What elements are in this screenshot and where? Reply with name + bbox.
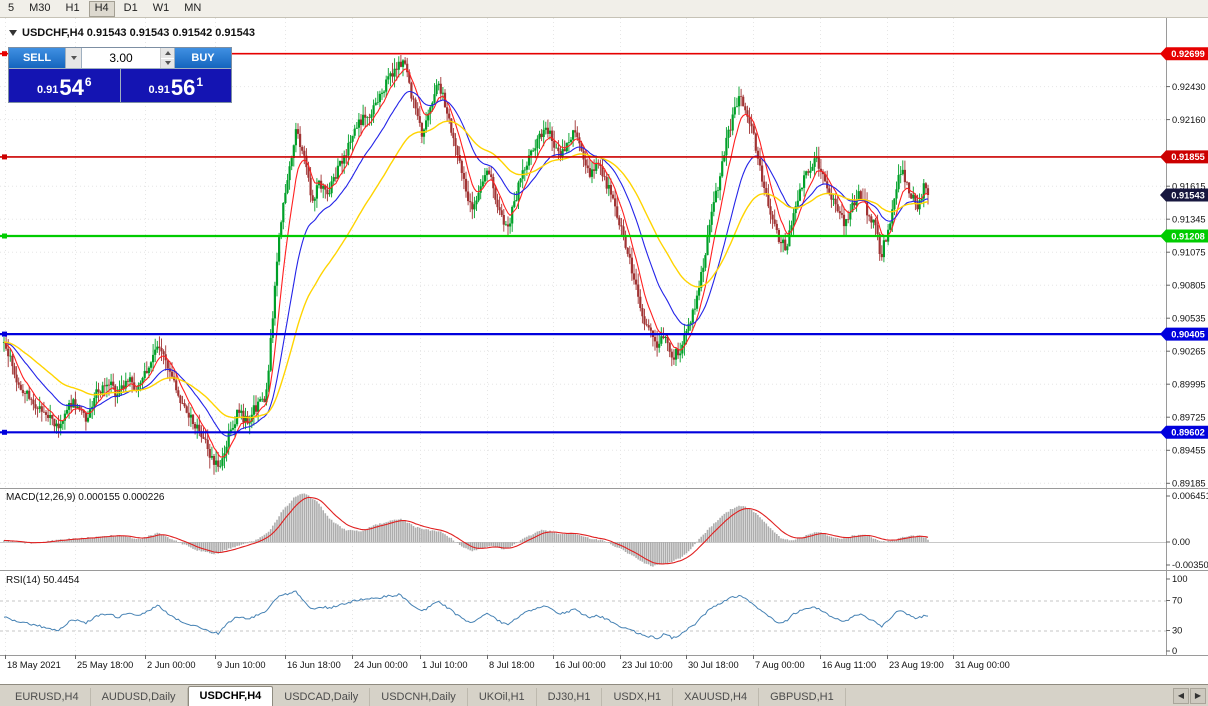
bid-price[interactable]: 0.91 54 6 [9,69,120,102]
svg-text:25 May 18:00: 25 May 18:00 [77,660,133,670]
chart-tab-usdcnh-daily[interactable]: USDCNH,Daily [370,688,468,706]
ask-price[interactable]: 0.91 56 1 [120,69,231,102]
svg-text:16 Jun 18:00: 16 Jun 18:00 [287,660,341,670]
chart-tab-usdchf-h4[interactable]: USDCHF,H4 [187,686,274,706]
arrow-down-icon [164,61,171,66]
svg-text:31 Aug 00:00: 31 Aug 00:00 [955,660,1010,670]
chart-tab-gbpusd-h1[interactable]: GBPUSD,H1 [759,688,846,706]
chart-tab-dj30-h1[interactable]: DJ30,H1 [537,688,603,706]
one-click-order-row: SELL BUY [9,48,231,68]
tabs-scroll-right-button[interactable]: ▶ [1190,688,1206,704]
svg-text:16 Aug 11:00: 16 Aug 11:00 [822,660,876,670]
volume-dropdown-button[interactable] [66,48,81,68]
chart-tab-audusd-daily[interactable]: AUDUSD,Daily [91,688,188,706]
timeframe-button-m30[interactable]: M30 [23,1,56,17]
svg-text:0.90405: 0.90405 [1171,329,1205,339]
timeframe-button-w1[interactable]: W1 [147,1,176,17]
svg-text:0.90805: 0.90805 [1172,280,1206,290]
bid-price-pipette: 6 [84,75,92,89]
svg-text:0.89455: 0.89455 [1172,446,1206,456]
ask-price-big: 56 [170,75,196,100]
svg-text:0.89725: 0.89725 [1172,412,1206,422]
volume-input[interactable] [82,48,160,68]
timeframe-button-5[interactable]: 5 [2,1,20,17]
timeframe-button-d1[interactable]: D1 [118,1,144,17]
volume-increase-button[interactable] [161,48,174,58]
svg-text:0.91615: 0.91615 [1172,181,1206,191]
svg-text:70: 70 [1172,596,1182,606]
chart-tab-eurusd-h4[interactable]: EURUSD,H4 [4,688,91,706]
svg-text:100: 100 [1172,574,1188,584]
svg-text:1 Jul 10:00: 1 Jul 10:00 [422,660,468,670]
chart-tab-ukoil-h1[interactable]: UKOil,H1 [468,688,537,706]
timeframe-button-h4[interactable]: H4 [88,0,115,17]
rsi-line [3,590,929,640]
bid-price-big: 54 [59,75,84,100]
svg-text:0.90535: 0.90535 [1172,313,1206,323]
svg-text:2 Jun 00:00: 2 Jun 00:00 [147,660,196,670]
chart-canvas[interactable]: 0.92430 0.92160 0.91615 0.91345 0.91075 0.908… [0,18,1208,684]
buy-button[interactable]: BUY [175,48,231,68]
chart-area: 0.92430 0.92160 0.91615 0.91345 0.91075 0.908… [0,18,1208,684]
timeframe-button-h1[interactable]: H1 [60,1,86,17]
svg-text:-0.00350: -0.00350 [1172,560,1208,570]
chart-tab-xauusd-h4[interactable]: XAUUSD,H4 [673,688,760,706]
volume-field [82,48,174,68]
svg-text:0: 0 [1172,646,1177,656]
svg-text:24 Jun 00:00: 24 Jun 00:00 [354,660,408,670]
svg-text:23 Jul 10:00: 23 Jul 10:00 [622,660,673,670]
svg-text:30 Jul 18:00: 30 Jul 18:00 [688,660,739,670]
svg-text:7 Aug 00:00: 7 Aug 00:00 [755,660,805,670]
timeframe-toolbar: 5 M30 H1 H4 D1 W1 MN [0,0,1208,18]
macd-signal-line [3,496,929,565]
svg-text:0.90265: 0.90265 [1172,346,1206,356]
time-axis[interactable]: 18 May 2021 25 May 18:00 2 Jun 00:00 9 Jun … [5,655,1010,670]
svg-text:0.91208: 0.91208 [1171,231,1205,241]
svg-text:0.89995: 0.89995 [1172,379,1206,389]
macd-label: MACD(12,26,9) 0.000155 0.000226 [6,492,165,503]
svg-text:0.91855: 0.91855 [1171,152,1205,162]
svg-text:30: 30 [1172,626,1182,636]
tabs-scroll-left-button[interactable]: ◀ [1173,688,1189,704]
svg-text:0.00: 0.00 [1172,537,1190,547]
hline-levels[interactable] [0,51,1166,435]
chart-tabs: EURUSD,H4 AUDUSD,Daily USDCHF,H4 USDCAD,Dai… [4,686,846,706]
svg-text:0.91075: 0.91075 [1172,247,1206,257]
svg-text:0.92160: 0.92160 [1172,115,1206,125]
macd-pane [0,493,1166,567]
rsi-label: RSI(14) 50.4454 [6,575,80,586]
svg-text:0.92699: 0.92699 [1171,49,1205,59]
volume-spinner [160,48,174,68]
tab-scroll-arrows: ◀ ▶ [1173,688,1206,704]
bid-price-prefix: 0.91 [36,84,59,96]
ask-price-prefix: 0.91 [148,84,170,96]
svg-text:0.92430: 0.92430 [1172,82,1206,92]
chart-tab-usdx-h1[interactable]: USDX,H1 [602,688,674,706]
sell-button[interactable]: SELL [9,48,65,68]
ma-slow-line [3,120,929,419]
svg-text:0.91543: 0.91543 [1171,190,1205,200]
svg-text:16 Jul 00:00: 16 Jul 00:00 [555,660,606,670]
svg-text:0.91345: 0.91345 [1172,214,1206,224]
svg-text:8 Jul 18:00: 8 Jul 18:00 [489,660,535,670]
svg-text:18 May 2021: 18 May 2021 [7,660,61,670]
ask-price-pipette: 1 [196,75,204,89]
svg-text:0.006451: 0.006451 [1172,491,1208,501]
chart-tab-usdcad-daily[interactable]: USDCAD,Daily [273,688,371,706]
chart-tabs-bar: EURUSD,H4 AUDUSD,Daily USDCHF,H4 USDCAD,Dai… [0,684,1208,706]
chevron-down-icon [70,56,77,60]
one-click-collapse-button[interactable] [9,30,17,36]
svg-text:0.89185: 0.89185 [1172,479,1206,489]
price-axis[interactable]: 0.92430 0.92160 0.91615 0.91345 0.91075 0.908… [6,47,1208,656]
svg-text:9 Jun 10:00: 9 Jun 10:00 [217,660,266,670]
timeframe-button-mn[interactable]: MN [178,1,207,17]
svg-text:23 Aug 19:00: 23 Aug 19:00 [889,660,944,670]
rsi-pane [0,590,1166,640]
arrow-up-icon [164,50,171,55]
volume-decrease-button[interactable] [161,57,174,68]
svg-text:0.89602: 0.89602 [1171,428,1205,438]
one-click-price-row: 0.91 54 6 0.91 56 1 [9,69,231,102]
